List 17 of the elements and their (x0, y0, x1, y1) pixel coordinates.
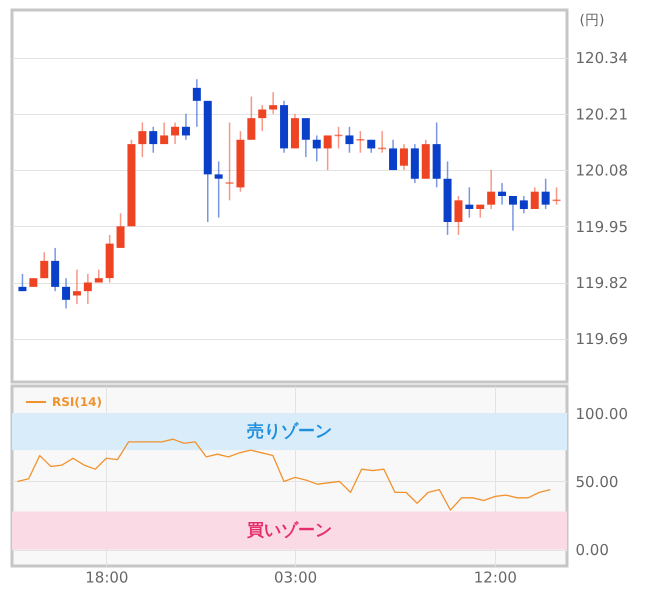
band-label: 買いゾーン (246, 520, 332, 541)
x-tick-label: 18:00 (85, 568, 128, 586)
legend-label: RSI(14) (52, 395, 102, 409)
y-tick-label: 119.69 (576, 330, 628, 348)
line-series (16, 438, 551, 511)
y-tick-label: 119.95 (576, 218, 628, 236)
x-tick-label: 03:00 (274, 568, 318, 586)
y-tick-label: 119.82 (576, 274, 628, 292)
y-axis-title: (円) (580, 12, 604, 28)
y-tick-label: 0.00 (576, 541, 609, 560)
y-tick-label: 100.00 (576, 404, 628, 423)
y-tick-label: 50.00 (576, 472, 618, 491)
x-tick-label: 12:00 (474, 568, 517, 586)
y-tick-label: 120.21 (576, 105, 628, 124)
band-label: 売りゾーン (247, 422, 332, 442)
y-tick-label: 120.34 (576, 49, 628, 68)
y-tick-label: 120.08 (576, 162, 628, 180)
